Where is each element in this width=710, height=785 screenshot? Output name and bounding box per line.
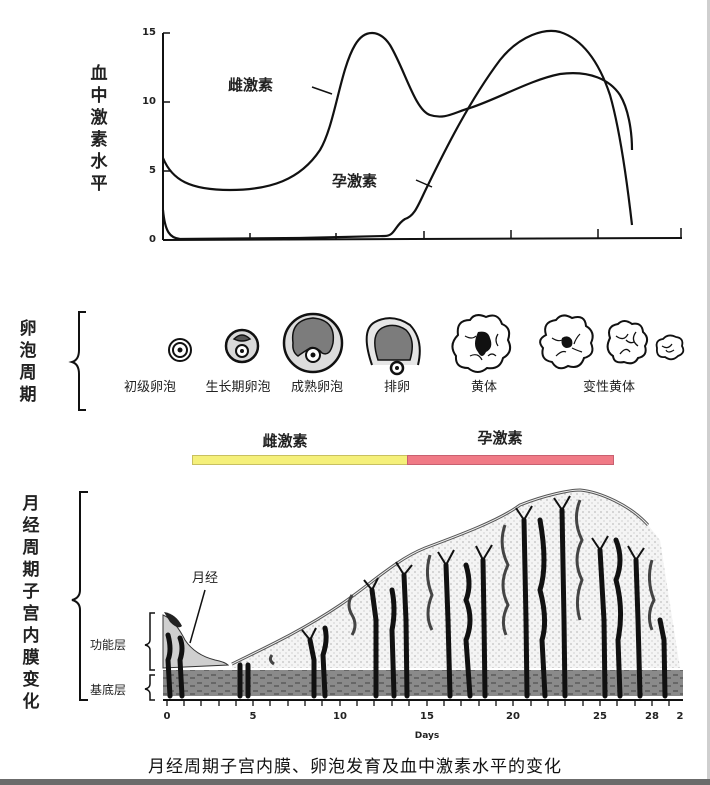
figure-caption: 月经周期子宫内膜、卵泡发育及血中激素水平的变化 xyxy=(148,757,562,777)
endometrium-brace xyxy=(71,491,88,701)
day-label-2: 2 xyxy=(676,711,684,722)
day-label-5: 5 xyxy=(249,711,257,722)
follicle-cycle-label: 卵泡周期 xyxy=(19,319,37,405)
bottom-border xyxy=(0,779,710,785)
growing-follicle-icon xyxy=(224,328,260,364)
stage-growing-follicle: 生长期卵泡 xyxy=(205,380,271,395)
day-label-20: 20 xyxy=(506,711,520,722)
functional-layer-label: 功能层 xyxy=(90,638,127,652)
stage-corpus-luteum: 黄体 xyxy=(470,380,498,395)
stage-primary-follicle: 初级卵泡 xyxy=(123,380,177,395)
follicle-brace xyxy=(68,311,86,411)
day-label-25: 25 xyxy=(593,711,607,722)
stage-degenerating-corpus-luteum: 变性黄体 xyxy=(582,380,636,395)
hormone-plot xyxy=(161,29,683,241)
day-label-28: 28 xyxy=(645,711,659,722)
degenerating-corpus-luteum-icon-3 xyxy=(655,334,685,361)
mature-follicle-icon xyxy=(282,312,344,374)
day-label-15: 15 xyxy=(420,711,434,722)
ovulation-icon xyxy=(365,317,421,376)
menses-label: 月经 xyxy=(192,571,219,586)
hormone-ylabel: 血中激素水平 xyxy=(90,64,108,194)
estrogen-curve xyxy=(161,31,634,192)
phase-label-estrogen: 雌激素 xyxy=(262,432,308,450)
ytick-0: 0 xyxy=(149,234,156,245)
degenerating-corpus-luteum-icon-2 xyxy=(606,320,649,365)
stage-mature-follicle: 成熟卵泡 xyxy=(290,380,344,395)
menses-leader xyxy=(189,589,206,644)
progesterone-curve xyxy=(161,29,634,241)
ytick-10: 10 xyxy=(142,96,156,107)
follicle-illustrations xyxy=(68,311,685,411)
basal-layer-brace xyxy=(144,674,155,701)
estrogen-curve-label: 雌激素 xyxy=(228,76,274,94)
phase-bar-progesterone xyxy=(407,455,614,465)
ytick-15: 15 xyxy=(142,27,156,38)
progesterone-curve-label: 孕激素 xyxy=(332,172,378,190)
right-border xyxy=(707,0,710,779)
phase-label-progesterone: 孕激素 xyxy=(477,429,523,447)
degenerating-corpus-luteum-icon-1 xyxy=(539,314,594,370)
primary-follicle-icon xyxy=(168,338,192,362)
stage-ovulation: 排卵 xyxy=(383,380,411,395)
day-ticks xyxy=(166,700,670,706)
days-axis-label: Days xyxy=(414,731,440,741)
basal-layer-label: 基底层 xyxy=(90,683,127,697)
functional-layer xyxy=(232,490,680,668)
day-label-10: 10 xyxy=(333,711,347,722)
day-label-0: 0 xyxy=(163,711,171,722)
functional-layer-brace xyxy=(144,612,155,671)
endometrium-label: 月经周期子宫内膜变化 xyxy=(22,494,40,712)
ytick-5: 5 xyxy=(149,165,156,176)
corpus-luteum-icon xyxy=(451,314,512,373)
endometrium-illustration xyxy=(71,488,683,706)
